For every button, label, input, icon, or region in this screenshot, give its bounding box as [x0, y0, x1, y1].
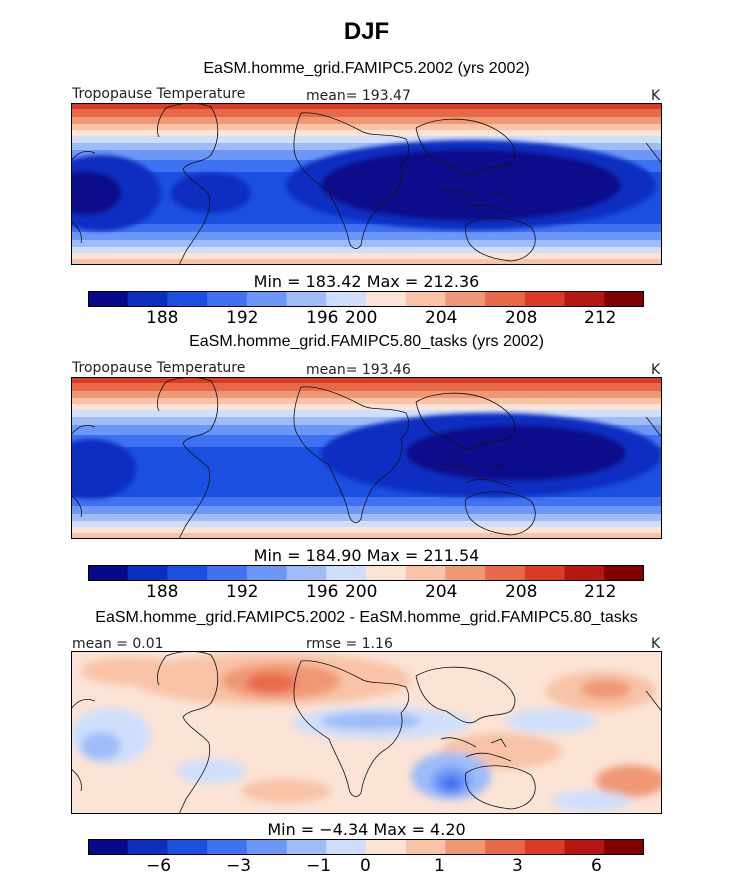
colorbar-swatch — [286, 839, 327, 855]
panel1-frame — [71, 103, 662, 265]
panel2-variable-label: Tropopause Temperature — [72, 360, 246, 376]
colorbar-swatch — [246, 565, 288, 581]
panel1-tick-1: 192 — [226, 308, 259, 328]
panel1-tick-6: 212 — [584, 308, 617, 328]
colorbar-swatch — [127, 291, 168, 307]
colorbar-frame — [88, 291, 644, 307]
panel2-frame — [71, 377, 662, 539]
colorbar-swatch — [524, 291, 566, 307]
panel1-minmax: Min = 183.42 Max = 212.36 — [253, 272, 480, 291]
panel3-tick-2: −1 — [306, 856, 332, 876]
colorbar-swatch — [326, 565, 367, 581]
panel1-tick-0: 188 — [146, 308, 179, 328]
colorbar-swatch — [286, 565, 327, 581]
colorbar-swatch — [445, 565, 486, 581]
panel2-title: EaSM.homme_grid.FAMIPC5.80_tasks (yrs 20… — [189, 333, 544, 350]
panel3-anomalies — [71, 653, 662, 811]
panel3-tick-3: 0 — [360, 856, 371, 876]
panel2-tick-2: 196 — [306, 582, 339, 602]
panel3-units: K — [651, 636, 661, 652]
panel1-tick-2: 196 — [306, 308, 339, 328]
panel3-rmse: rmse = 1.16 — [306, 636, 393, 652]
colorbar-swatch — [564, 291, 605, 307]
panel2-cold-core — [71, 413, 661, 499]
colorbar-swatch — [207, 291, 248, 307]
colorbar-swatch — [564, 565, 605, 581]
colorbar-swatch — [167, 565, 208, 581]
colorbar-swatch — [564, 839, 605, 855]
panel2-tick-3: 200 — [345, 582, 378, 602]
panel2-minmax: Min = 184.90 Max = 211.54 — [253, 546, 480, 565]
colorbar-swatch — [88, 291, 129, 307]
colorbar-swatch — [366, 565, 407, 581]
colorbar-swatch — [207, 839, 248, 855]
colorbar-swatch — [246, 291, 288, 307]
colorbar-swatch — [405, 565, 446, 581]
panel3-tick-0: −6 — [146, 856, 172, 876]
panel2-tick-5: 208 — [505, 582, 538, 602]
colorbar-swatch — [127, 839, 168, 855]
colorbar-frame — [88, 565, 644, 581]
colorbar-swatch — [326, 291, 367, 307]
colorbar-swatch — [405, 839, 446, 855]
panel3-tick-6: 6 — [591, 856, 602, 876]
panel2-tick-6: 212 — [584, 582, 617, 602]
panel3-colorbar — [88, 839, 644, 855]
colorbar-swatch — [167, 291, 208, 307]
panel2-colorbar — [88, 565, 644, 581]
panel1-coastlines — [71, 103, 662, 265]
panel1-tick-4: 204 — [425, 308, 458, 328]
colorbar-swatch — [127, 565, 168, 581]
panel3-title: EaSM.homme_grid.FAMIPC5.2002 - EaSM.homm… — [95, 609, 638, 626]
panel1-cold-core — [71, 140, 656, 231]
panel3-frame — [71, 651, 662, 814]
panel1-mean: mean= 193.47 — [306, 88, 411, 104]
panel3-tick-5: 3 — [512, 856, 523, 876]
colorbar-swatch — [207, 565, 248, 581]
colorbar-swatch — [485, 291, 526, 307]
colorbar-swatch — [485, 839, 526, 855]
panel3-tick-1: −3 — [226, 856, 252, 876]
panel2-tick-4: 204 — [425, 582, 458, 602]
panel3-coastlines — [71, 651, 662, 814]
colorbar-swatch — [167, 839, 208, 855]
colorbar-swatch — [604, 839, 644, 855]
panel2-map — [71, 377, 662, 539]
colorbar-swatch — [604, 565, 644, 581]
panel3-tick-4: 1 — [434, 856, 445, 876]
panel3-minmax: Min = −4.34 Max = 4.20 — [267, 820, 466, 839]
colorbar-swatch — [445, 291, 486, 307]
colorbar-swatch — [524, 565, 566, 581]
panel1-map — [71, 103, 662, 265]
colorbar-swatch — [88, 565, 129, 581]
panel1-units: K — [651, 88, 661, 104]
colorbar-swatch — [246, 839, 288, 855]
panel2-tick-1: 192 — [226, 582, 259, 602]
colorbar-swatch — [485, 565, 526, 581]
panel3-mean: mean = 0.01 — [72, 636, 164, 652]
colorbar-swatch — [326, 839, 367, 855]
panel1-variable-label: Tropopause Temperature — [72, 86, 246, 102]
panel2-mean: mean= 193.46 — [306, 362, 411, 378]
panel3-map — [71, 651, 662, 814]
colorbar-swatch — [286, 291, 327, 307]
panel1-colorbar — [88, 291, 644, 307]
colorbar-swatch — [88, 839, 129, 855]
colorbar-swatch — [366, 839, 407, 855]
colorbar-swatch — [604, 291, 644, 307]
colorbar-swatch — [445, 839, 486, 855]
colorbar-swatch — [366, 291, 407, 307]
panel2-units: K — [651, 362, 661, 378]
panel1-tick-5: 208 — [505, 308, 538, 328]
main-title: DJF — [343, 18, 390, 45]
panel1-tick-3: 200 — [345, 308, 378, 328]
panel1-title: EaSM.homme_grid.FAMIPC5.2002 (yrs 2002) — [203, 60, 530, 77]
colorbar-swatch — [524, 839, 566, 855]
colorbar-swatch — [405, 291, 446, 307]
colorbar-frame — [88, 839, 644, 855]
panel2-tick-0: 188 — [146, 582, 179, 602]
